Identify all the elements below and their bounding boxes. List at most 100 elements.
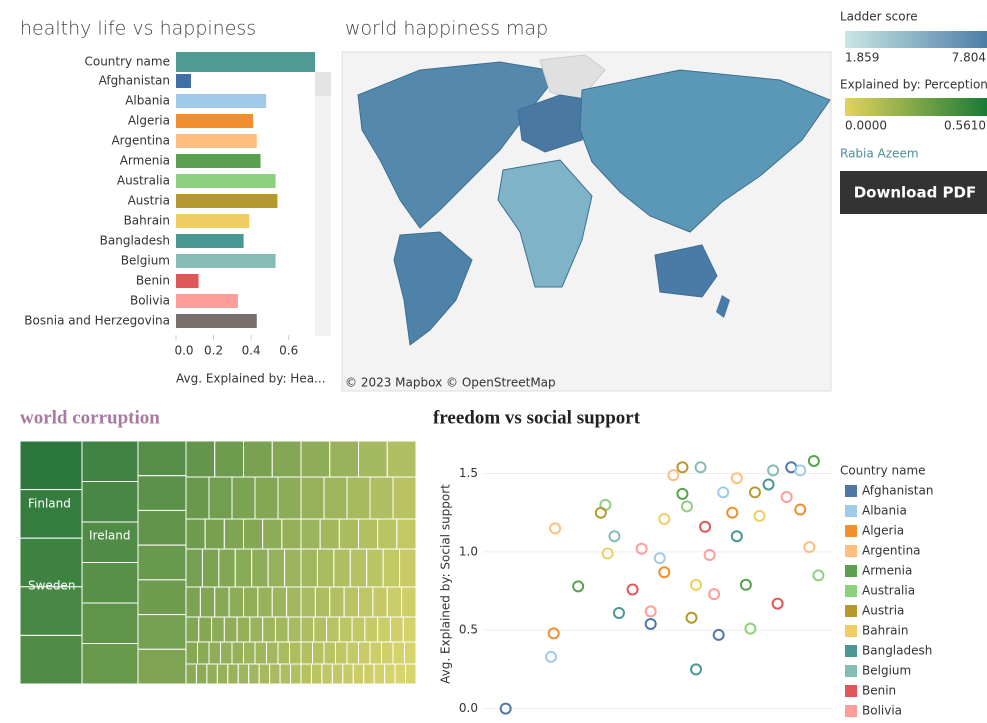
treemap-tile bbox=[349, 548, 368, 588]
treemap-tile bbox=[401, 586, 417, 618]
point bbox=[794, 503, 807, 516]
legend-swatch bbox=[845, 585, 857, 597]
treemap-tile bbox=[321, 663, 333, 685]
treemap-tile bbox=[195, 663, 208, 685]
legend-label: Argentina bbox=[862, 544, 921, 558]
bar bbox=[176, 114, 254, 128]
point bbox=[744, 622, 757, 635]
point bbox=[748, 486, 761, 499]
treemap-tile bbox=[300, 548, 318, 588]
treemap-tile bbox=[267, 548, 286, 588]
bar bbox=[176, 314, 257, 328]
button-label[interactable]: Download PDF bbox=[854, 184, 977, 202]
treemap-tile bbox=[316, 548, 335, 588]
author: Rabia Azeem bbox=[840, 147, 919, 161]
treemap-tile bbox=[216, 663, 229, 685]
treemap-tile bbox=[231, 476, 256, 520]
treemap-tile bbox=[266, 641, 279, 665]
bar bbox=[176, 154, 261, 168]
bar-title: healthy life vs happiness bbox=[20, 18, 256, 40]
treemap-tile bbox=[394, 663, 407, 685]
treemap-tile bbox=[402, 616, 417, 643]
treemap-tile bbox=[329, 440, 359, 478]
treemap-tile bbox=[185, 616, 200, 643]
y-tick-label: 1.5 bbox=[459, 466, 478, 480]
bar bbox=[176, 174, 276, 188]
header-highlight bbox=[176, 52, 315, 72]
treemap-label: Finland bbox=[28, 497, 71, 511]
treemap-tile bbox=[284, 548, 302, 588]
treemap-tile bbox=[381, 641, 394, 665]
treemap-tile bbox=[300, 476, 325, 520]
treemap-tile bbox=[405, 663, 417, 685]
treemap-tile bbox=[372, 586, 388, 618]
legend-swatch bbox=[845, 685, 857, 697]
treemap-tile bbox=[369, 476, 394, 520]
x-tick-label: 0.6 bbox=[279, 344, 298, 358]
legend-label: Afghanistan bbox=[862, 484, 933, 498]
point bbox=[653, 552, 666, 565]
treemap-tile bbox=[331, 663, 344, 685]
point bbox=[690, 663, 703, 676]
treemap-tile bbox=[220, 641, 233, 665]
y-tick-label: 1.0 bbox=[459, 544, 478, 558]
treemap-tile bbox=[248, 663, 260, 685]
treemap-tile bbox=[237, 663, 250, 685]
legend-label: Australia bbox=[862, 584, 915, 598]
treemap-label: Sweden bbox=[28, 579, 75, 593]
legend-swatch bbox=[845, 505, 857, 517]
legend-title: Country name bbox=[840, 464, 926, 478]
treemap-tile bbox=[198, 616, 213, 643]
treemap-tile bbox=[214, 440, 244, 478]
land bbox=[517, 94, 593, 153]
treemap-tile bbox=[392, 641, 405, 665]
treemap-tile bbox=[81, 643, 139, 685]
category-label: Bosnia and Herzegovina bbox=[24, 314, 170, 328]
point bbox=[767, 464, 780, 477]
color-ramp bbox=[845, 98, 987, 116]
point bbox=[608, 530, 621, 543]
legend-swatch bbox=[845, 705, 857, 717]
point bbox=[780, 491, 793, 504]
point bbox=[572, 580, 585, 593]
legend-swatch bbox=[845, 565, 857, 577]
button-bg[interactable] bbox=[840, 171, 987, 214]
treemap-tile bbox=[338, 518, 360, 550]
treemap-tile bbox=[290, 663, 302, 685]
point bbox=[635, 542, 648, 555]
bar bbox=[176, 194, 278, 208]
treemap-tile bbox=[364, 616, 379, 643]
treemap-tile bbox=[300, 586, 316, 618]
treemap-tile bbox=[249, 616, 264, 643]
download-button[interactable]: Download PDF bbox=[840, 171, 987, 214]
category-label: Bolivia bbox=[130, 294, 170, 308]
treemap-tile bbox=[300, 641, 313, 665]
treemap-tile bbox=[343, 586, 359, 618]
treemap-tile bbox=[326, 616, 340, 643]
category-label: Algeria bbox=[128, 114, 170, 128]
treemap-tile bbox=[382, 548, 401, 588]
treemap-tile bbox=[300, 440, 331, 478]
legend-swatch bbox=[845, 525, 857, 537]
treemap-title: world corruption bbox=[20, 407, 160, 428]
legend-label: Armenia bbox=[862, 564, 912, 578]
treemap-tile bbox=[223, 616, 238, 643]
treemap-tile bbox=[346, 476, 371, 520]
category-label: Bahrain bbox=[124, 214, 170, 228]
land bbox=[497, 159, 593, 288]
point bbox=[730, 530, 743, 543]
legend-title: Explained by: Perception... bbox=[840, 78, 987, 92]
legend-label: Bahrain bbox=[862, 624, 908, 638]
treemap-tile bbox=[137, 475, 187, 511]
treemap-tile bbox=[274, 616, 289, 643]
bar bbox=[176, 74, 192, 88]
category-label: Argentina bbox=[111, 134, 170, 148]
treemap-tile bbox=[185, 440, 216, 478]
point bbox=[771, 597, 784, 610]
treemap-tile bbox=[19, 634, 83, 685]
treemap-tile bbox=[277, 641, 290, 665]
legend-title: Ladder score bbox=[840, 10, 918, 24]
treemap-tile bbox=[287, 616, 302, 643]
treemap-tile bbox=[346, 641, 359, 665]
treemap-tile bbox=[185, 476, 210, 520]
